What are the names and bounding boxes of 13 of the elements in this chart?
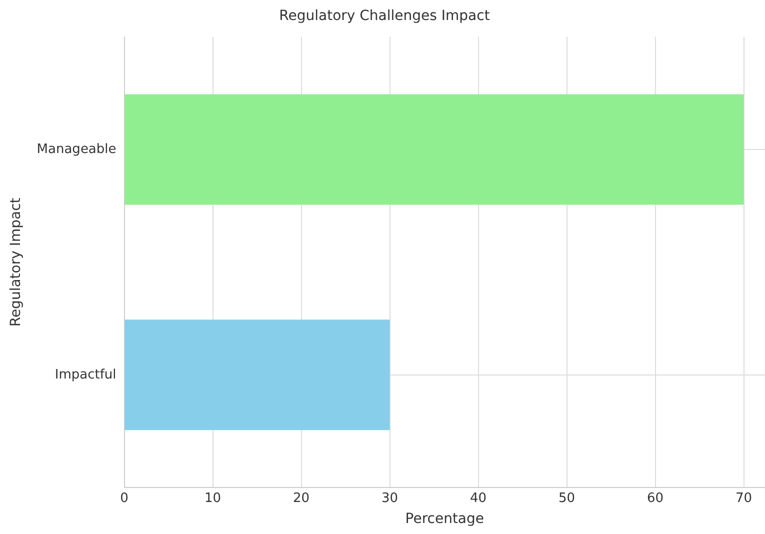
y-axis-title: Regulatory Impact bbox=[8, 197, 24, 327]
x-tick-label: 50 bbox=[558, 490, 576, 506]
x-axis-title: Percentage bbox=[405, 511, 484, 528]
x-tick-label: 60 bbox=[646, 490, 664, 506]
x-tick-label: 20 bbox=[292, 490, 310, 506]
y-tick-label: Manageable bbox=[36, 142, 116, 157]
x-tick-label: 70 bbox=[735, 490, 752, 506]
x-tick-label: 30 bbox=[381, 490, 398, 506]
y-tick-label: Impactful bbox=[54, 367, 116, 382]
x-tick-label: 0 bbox=[120, 490, 128, 506]
chart-title: Regulatory Challenges Impact bbox=[279, 8, 490, 24]
x-tick-label: 40 bbox=[470, 490, 487, 506]
x-tick-label: 10 bbox=[204, 490, 222, 506]
